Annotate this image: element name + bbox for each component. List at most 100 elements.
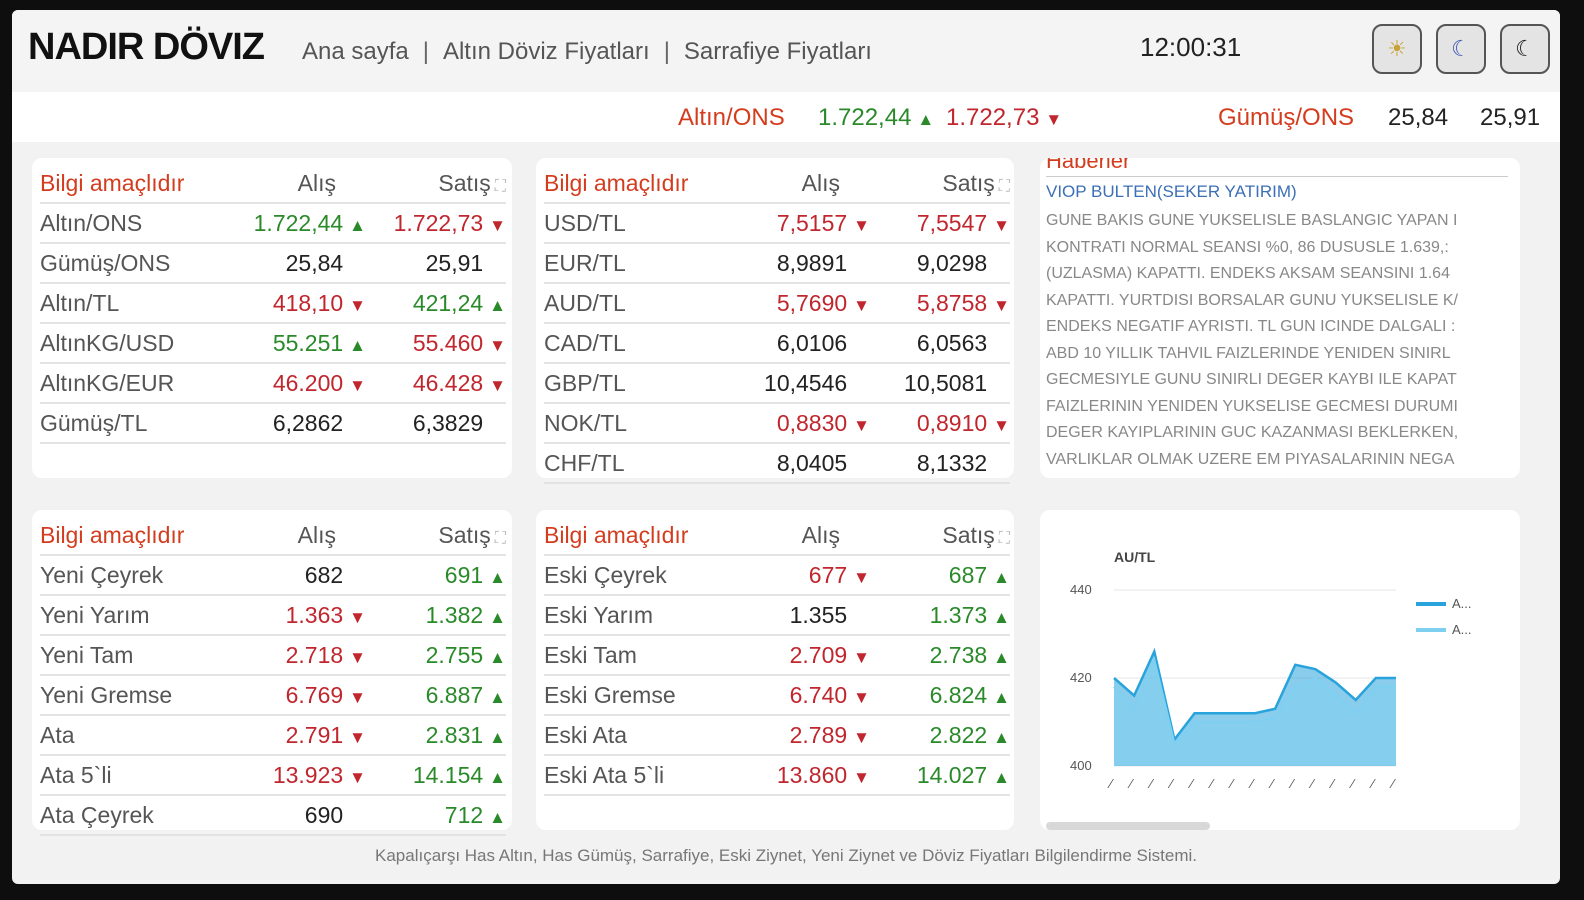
table-header: Bilgi amaçlıdır Alış Satış ⛶ xyxy=(40,164,506,204)
down-arrow-icon: ▼ xyxy=(853,728,870,747)
news-line: FAIZLERININ YENIDEN YUKSELISE GECMESI DU… xyxy=(1046,397,1458,415)
sell-price: 1.382 ▲ xyxy=(425,602,506,628)
news-line: ABD 10 YILLIK TAHVIL FAIZLERINDE YENIDEN… xyxy=(1046,344,1451,362)
item-name: Eski Ata xyxy=(544,722,628,748)
ticker-silver-label: Gümüş/ONS xyxy=(1218,104,1355,131)
table-row: Eski Tam 2.709 ▼ 2.738 ▲ xyxy=(544,636,1010,676)
news-panel: Haberler VIOP BULTEN(SEKER YATIRIM) GUNE… xyxy=(1040,158,1520,478)
table-row: AltınKG/EUR 46.200 ▼ 46.428 ▼ xyxy=(40,364,506,404)
up-arrow-icon: ▲ xyxy=(489,688,506,707)
buy-price: 1.722,44 ▲ xyxy=(253,210,366,236)
sun-icon: ☀ xyxy=(1387,36,1407,61)
nav-home[interactable]: Ana sayfa xyxy=(302,38,409,65)
header-buy[interactable]: Alış xyxy=(297,170,336,196)
down-arrow-icon: ▼ xyxy=(853,568,870,587)
table-row: Ata 2.791 ▼ 2.831 ▲ xyxy=(40,716,506,756)
buy-price: 2.789 ▼ xyxy=(789,722,870,748)
up-arrow-icon: ▲ xyxy=(489,296,506,315)
item-name: Yeni Çeyrek xyxy=(40,562,164,588)
legend-label: A... xyxy=(1452,622,1472,637)
y-tick-label: 400 xyxy=(1070,758,1092,773)
sell-price: 6,3829▲ xyxy=(412,410,484,436)
dark-theme-button[interactable]: ☾ xyxy=(1500,24,1550,74)
nav-coin-prices[interactable]: Sarrafiye Fiyatları xyxy=(683,38,872,65)
sell-price: 691 ▲ xyxy=(444,562,506,588)
ticker-silver-sell: 25,91 xyxy=(1480,104,1541,131)
buy-price: 2.791 ▼ xyxy=(285,722,366,748)
chart-title: AU/TL xyxy=(1114,549,1156,565)
expand-icon[interactable]: ⛶ xyxy=(494,530,506,547)
y-tick-label: 420 xyxy=(1070,670,1092,685)
buy-price: 6,0106▲ xyxy=(776,330,848,356)
down-arrow-icon: ▼ xyxy=(993,296,1010,315)
header-sell[interactable]: Satış ⛶ xyxy=(942,170,1010,196)
expand-icon[interactable]: ⛶ xyxy=(998,530,1010,547)
sell-price: 2.738 ▲ xyxy=(929,642,1010,668)
table-row: Eski Ata 2.789 ▼ 2.822 ▲ xyxy=(544,716,1010,756)
news-link[interactable]: VIOP BULTEN(SEKER YATIRIM) xyxy=(1046,182,1297,201)
up-arrow-icon: ▲ xyxy=(489,808,506,827)
x-tick-mark: ⁄ xyxy=(1167,776,1174,791)
item-name: Ata 5`li xyxy=(40,762,112,788)
sell-price: 5,8758 ▼ xyxy=(916,290,1010,316)
sell-price: 2.831 ▲ xyxy=(425,722,506,748)
buy-price: 682▲ xyxy=(304,562,344,588)
item-name: CHF/TL xyxy=(544,450,625,476)
item-name: AltınKG/EUR xyxy=(40,370,175,396)
sell-price: 46.428 ▼ xyxy=(412,370,506,396)
buy-price: 25,84▲ xyxy=(285,250,344,276)
header-buy[interactable]: Alış xyxy=(801,522,840,548)
dim-theme-button[interactable]: ☾ xyxy=(1436,24,1486,74)
expand-icon[interactable]: ⛶ xyxy=(998,178,1010,195)
down-arrow-icon: ▼ xyxy=(993,216,1010,235)
news-line: GECMESIYLE GUNU SINIRLI DEGER KAYBI ILE … xyxy=(1046,371,1457,388)
logo[interactable]: NADIR DÖVIZ xyxy=(28,26,265,68)
table-row: Yeni Tam 2.718 ▼ 2.755 ▲ xyxy=(40,636,506,676)
buy-price: 5,7690 ▼ xyxy=(776,290,870,316)
horizontal-scrollbar[interactable] xyxy=(1046,822,1210,830)
header-sell[interactable]: Satış ⛶ xyxy=(438,522,506,548)
light-theme-button[interactable]: ☀ xyxy=(1372,24,1422,74)
sell-price: 1.373 ▲ xyxy=(929,602,1010,628)
buy-price: 8,9891▲ xyxy=(776,250,848,276)
up-arrow-icon: ▲ xyxy=(489,728,506,747)
header-buy[interactable]: Alış xyxy=(801,170,840,196)
header-buy[interactable]: Alış xyxy=(297,522,336,548)
down-arrow-icon: ▼ xyxy=(349,688,366,707)
down-arrow-icon: ▼ xyxy=(349,376,366,395)
header-sell[interactable]: Satış ⛶ xyxy=(942,522,1010,548)
y-tick-label: 440 xyxy=(1070,582,1092,597)
sell-price: 14.027 ▲ xyxy=(916,762,1010,788)
table-header: Bilgi amaçlıdır Alış Satış ⛶ xyxy=(40,516,506,556)
header-info: Bilgi amaçlıdır xyxy=(544,522,689,548)
gold-prices-panel: Bilgi amaçlıdır Alış Satış ⛶ Altın/ONS 1.722,… xyxy=(32,158,512,478)
x-tick-mark: ⁄ xyxy=(1228,776,1235,791)
nav-gold-fx-prices[interactable]: Altın Döviz Fiyatları xyxy=(442,38,650,65)
sell-price: 8,1332▲ xyxy=(916,450,988,476)
series-line xyxy=(1113,656,1396,747)
down-arrow-icon: ▼ xyxy=(349,768,366,787)
main-nav: Ana sayfa | Altın Döviz Fiyatları | Sarrafiy… xyxy=(302,38,882,66)
up-arrow-icon: ▲ xyxy=(993,768,1010,787)
x-tick-mark: ⁄ xyxy=(1147,776,1154,791)
price-ticker: Altın/ONS 1.722,44 ▲ 1.722,73 ▼ Gümüş/ONS … xyxy=(12,92,1560,142)
series-line xyxy=(1113,647,1396,743)
legend-swatch xyxy=(1416,602,1446,606)
sell-price: 1.722,73 ▼ xyxy=(393,210,506,236)
table-row: Altın/ONS 1.722,44 ▲ 1.722,73 ▼ xyxy=(40,204,506,244)
buy-price: 6.769 ▼ xyxy=(285,682,366,708)
x-tick-mark: ⁄ xyxy=(1188,776,1195,791)
table-row: CAD/TL 6,0106▲ 6,0563▲ xyxy=(544,324,1010,364)
down-arrow-icon: ▼ xyxy=(349,648,366,667)
sell-price: 421,24 ▲ xyxy=(412,290,506,316)
fx-prices-panel: Bilgi amaçlıdır Alış Satış ⛶ USD/TL 7,5157 ▼ 7,… xyxy=(536,158,1014,484)
expand-icon[interactable]: ⛶ xyxy=(494,178,506,195)
table-row: Eski Çeyrek 677 ▼ 687 ▲ xyxy=(544,556,1010,596)
table-row: Gümüş/TL 6,2862▲ 6,3829▲ xyxy=(40,404,506,444)
x-tick-mark: ⁄ xyxy=(1288,776,1295,791)
nav-separator: | xyxy=(422,38,429,65)
table-row: CHF/TL 8,0405▲ 8,1332▲ xyxy=(544,444,1010,484)
item-name: GBP/TL xyxy=(544,370,626,396)
table-row: GBP/TL 10,4546▲ 10,5081▲ xyxy=(544,364,1010,404)
header-sell[interactable]: Satış ⛶ xyxy=(438,170,506,196)
